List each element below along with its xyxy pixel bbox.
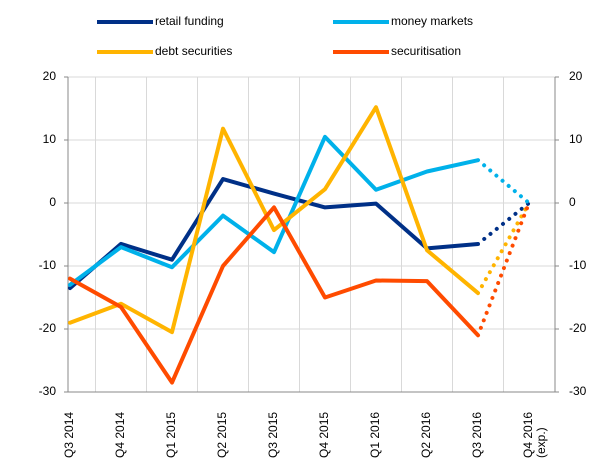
series-line xyxy=(68,134,531,287)
legend-label: retail funding xyxy=(155,14,224,28)
x-tick-label: Q1 2015 xyxy=(164,411,178,458)
series-line xyxy=(68,201,531,385)
x-tick-label: Q4 2015 xyxy=(317,411,331,458)
legend-label: debt securities xyxy=(155,44,232,58)
x-tick-label: Q1 2016 xyxy=(368,411,382,458)
y2-tick-label: -20 xyxy=(569,321,587,335)
x-tick-label: Q2 2015 xyxy=(215,411,229,458)
y2-tick-label: 20 xyxy=(569,69,583,83)
y-tick-label: -30 xyxy=(39,384,57,398)
x-tick-label: Q3 2015 xyxy=(266,411,280,458)
legend-label: securitisation xyxy=(391,44,461,58)
x-tick-label: Q3 2016 xyxy=(470,411,484,458)
y2-tick-label: -30 xyxy=(569,384,587,398)
series-line xyxy=(68,177,531,291)
y2-tick-label: -10 xyxy=(569,258,587,272)
y-tick-label: 20 xyxy=(43,69,57,83)
y-tick-label: 10 xyxy=(43,132,57,146)
x-tick-label: Q4 2016 (exp.) xyxy=(521,411,548,458)
x-tick-label: Q2 2016 xyxy=(419,411,433,458)
x-tick-label: Q3 2014 xyxy=(62,411,76,458)
legend-label: money markets xyxy=(391,14,473,28)
y2-tick-label: 10 xyxy=(569,132,583,146)
y2-tick-label: 0 xyxy=(569,195,576,209)
y-tick-label: -20 xyxy=(39,321,57,335)
y-tick-label: -10 xyxy=(39,258,57,272)
x-tick-label: Q4 2014 xyxy=(113,411,127,458)
series-line xyxy=(68,105,531,335)
y-tick-label: 0 xyxy=(49,195,56,209)
